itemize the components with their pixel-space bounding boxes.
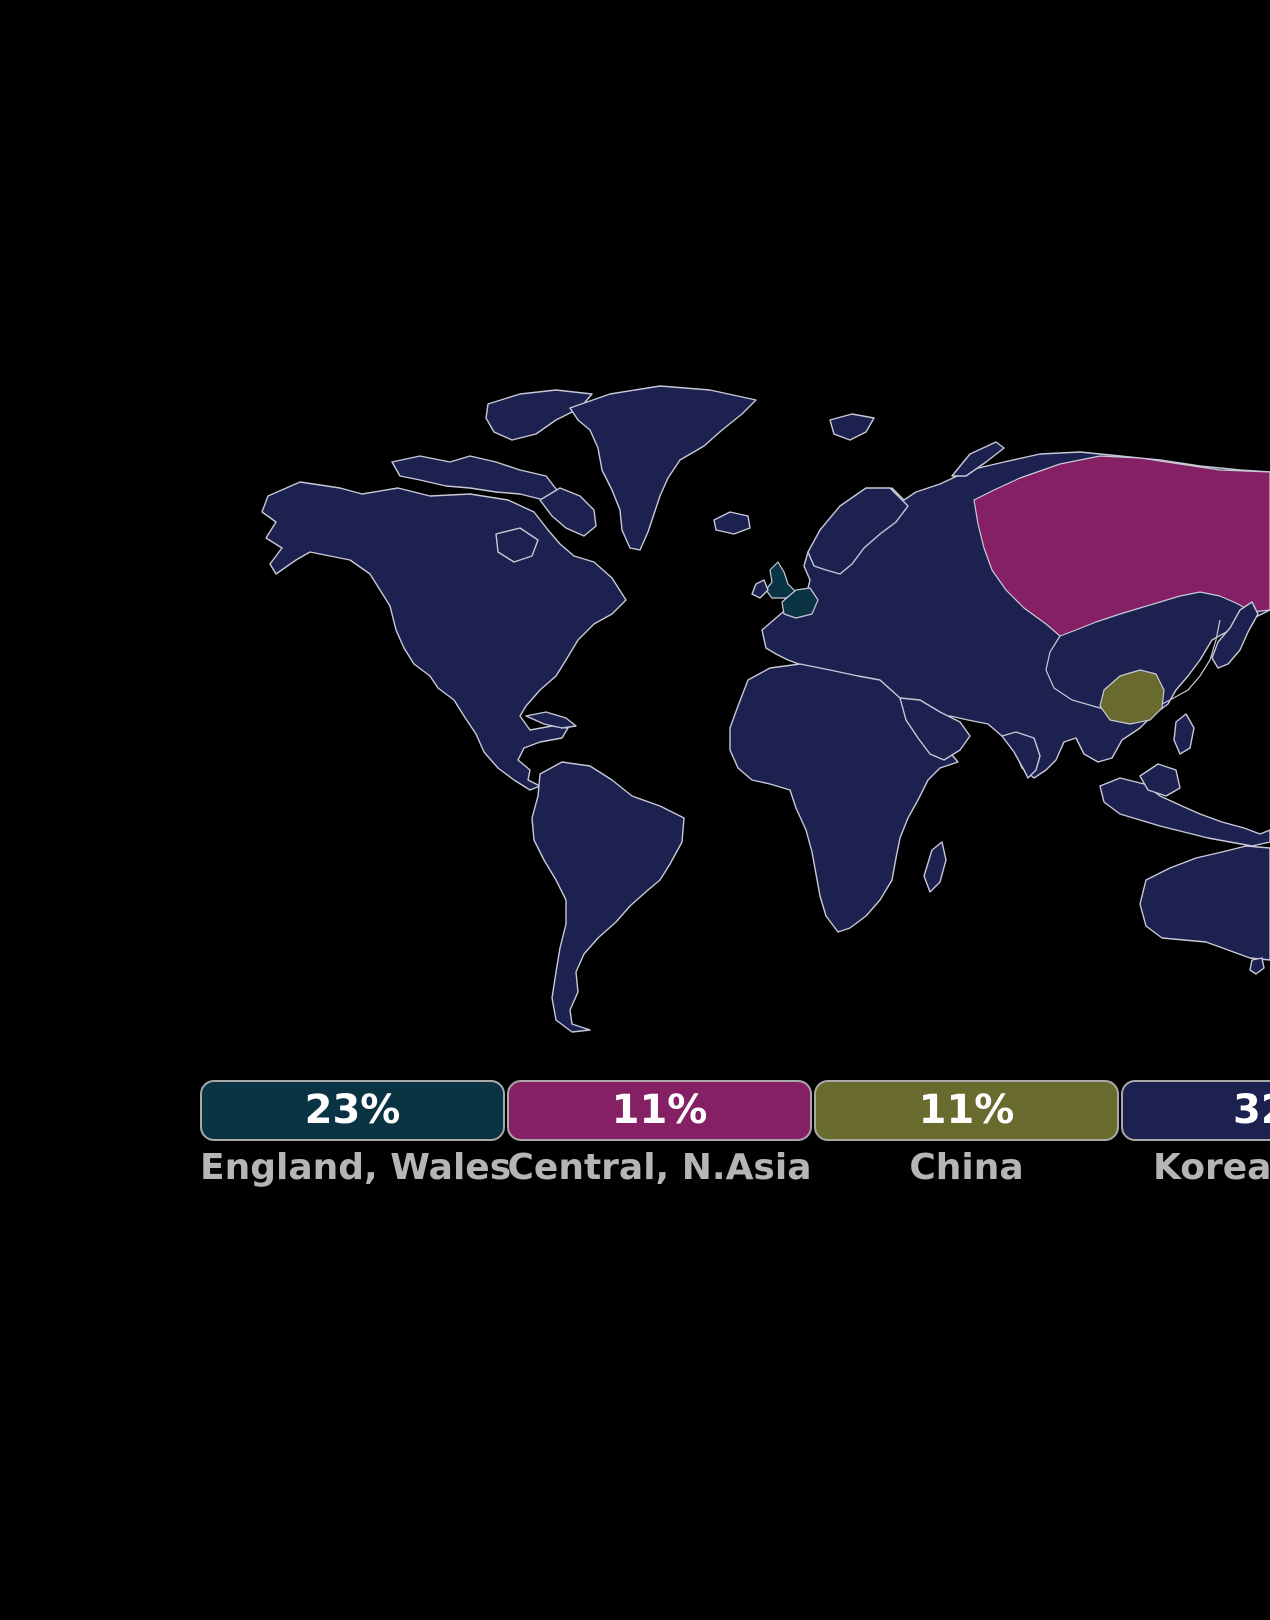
scandinavia: [807, 487, 909, 575]
baffin-island: [539, 487, 597, 537]
borneo: [1139, 763, 1181, 797]
iceland: [713, 511, 751, 535]
south-america: [531, 761, 685, 1033]
tasmania: [1249, 957, 1265, 975]
novaya-zemlya: [951, 441, 1005, 477]
cuba: [525, 711, 577, 729]
greenland: [569, 385, 757, 551]
japan: [1211, 601, 1259, 669]
legend-label: England, Wales: [200, 1147, 512, 1188]
region-central-north-asia: [973, 455, 1270, 637]
map-legend: 23% England, Wales 11% Central, N.Asia 1…: [200, 1080, 1270, 1210]
madagascar: [923, 841, 947, 893]
north-america-landmass: [261, 481, 627, 791]
legend-value-pill: 32: [1121, 1080, 1270, 1141]
arabian-peninsula: [899, 697, 971, 761]
region-china: [1099, 669, 1165, 725]
philippines: [1173, 713, 1195, 755]
legend-value-pill: 23%: [200, 1080, 505, 1141]
southeast-asia-islands: [1099, 777, 1270, 847]
world-map: [261, 385, 1270, 1033]
legend-label: China: [909, 1147, 1024, 1188]
legend-item-england-wales: 23% England, Wales: [200, 1080, 512, 1188]
legend-label: Korea,: [1153, 1147, 1270, 1188]
ireland: [751, 579, 769, 599]
australia: [1139, 845, 1270, 961]
region-england-wales-continent: [781, 587, 819, 619]
legend-value-pill: 11%: [814, 1080, 1119, 1141]
legend-item-korea: 32 Korea,: [1121, 1080, 1270, 1188]
svalbard: [829, 413, 875, 441]
africa: [729, 663, 959, 933]
legend-item-central-n-asia: 11% Central, N.Asia: [507, 1080, 812, 1188]
region-england-wales-britain: [765, 561, 797, 599]
indian-subcontinent: [1001, 731, 1041, 779]
ellesmere-island: [485, 389, 593, 441]
legend-label: Central, N.Asia: [507, 1147, 812, 1188]
hudson-bay-islands: [495, 527, 539, 563]
legend-item-china: 11% China: [814, 1080, 1119, 1188]
legend-value-pill: 11%: [507, 1080, 812, 1141]
